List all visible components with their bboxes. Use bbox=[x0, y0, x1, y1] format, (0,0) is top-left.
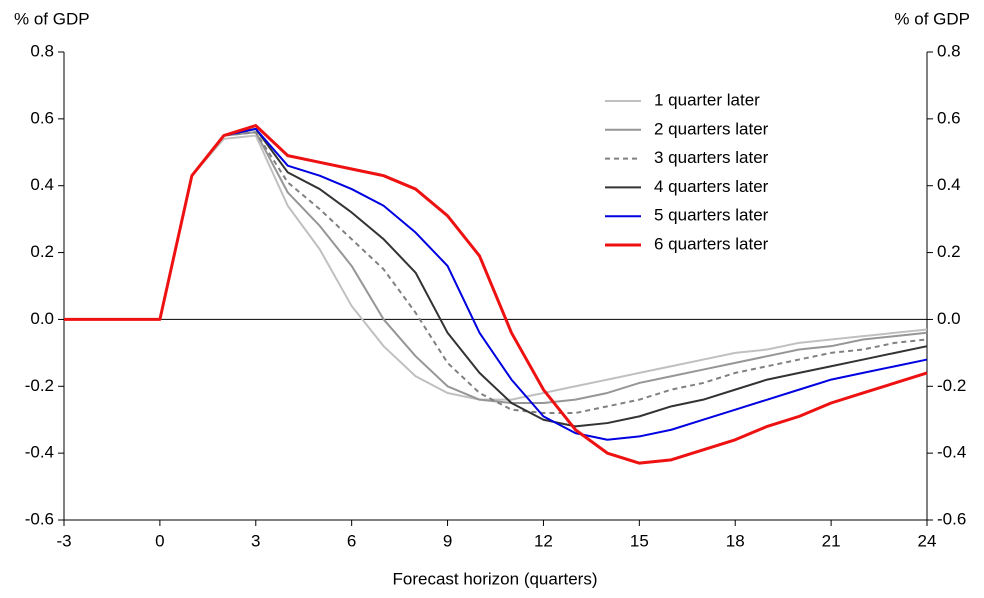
x-tick-label: 12 bbox=[534, 531, 553, 550]
y2-tick-label: -0.4 bbox=[937, 443, 966, 462]
legend-label: 1 quarter later bbox=[654, 90, 760, 109]
y2-axis-label: % of GDP bbox=[894, 9, 970, 28]
series-line bbox=[64, 124, 928, 465]
x-tick-label: 21 bbox=[822, 531, 841, 550]
y2-tick-label: 0.8 bbox=[937, 41, 961, 60]
x-tick-label: -3 bbox=[56, 531, 71, 550]
legend-label: 3 quarters later bbox=[654, 148, 769, 167]
legend-label: 2 quarters later bbox=[654, 119, 769, 138]
x-tick-label: 24 bbox=[918, 531, 937, 550]
x-tick-label: 18 bbox=[726, 531, 745, 550]
x-tick-label: 6 bbox=[347, 531, 356, 550]
legend-label: 6 quarters later bbox=[654, 234, 769, 253]
legend-label: 5 quarters later bbox=[654, 206, 769, 225]
y2-tick-label: 0.0 bbox=[937, 309, 961, 328]
y2-tick-label: -0.2 bbox=[937, 376, 966, 395]
x-tick-label: 0 bbox=[155, 531, 164, 550]
y2-tick-label: 0.6 bbox=[937, 108, 961, 127]
y2-tick-label: -0.6 bbox=[937, 509, 966, 528]
y-tick-label: -0.6 bbox=[25, 509, 54, 528]
y-tick-label: 0.4 bbox=[30, 175, 54, 194]
y-tick-label: -0.4 bbox=[25, 443, 54, 462]
y-axis-label: % of GDP bbox=[14, 9, 90, 28]
x-tick-label: 15 bbox=[630, 531, 649, 550]
y2-tick-label: 0.2 bbox=[937, 242, 961, 261]
legend-label: 4 quarters later bbox=[654, 177, 769, 196]
x-tick-label: 9 bbox=[443, 531, 452, 550]
y-tick-label: -0.2 bbox=[25, 376, 54, 395]
x-tick-label: 3 bbox=[251, 531, 260, 550]
x-axis-label: Forecast horizon (quarters) bbox=[392, 569, 597, 588]
y-tick-label: 0.8 bbox=[30, 41, 54, 60]
y2-tick-label: 0.4 bbox=[937, 175, 961, 194]
y-tick-label: 0.0 bbox=[30, 309, 54, 328]
y-tick-label: 0.6 bbox=[30, 108, 54, 127]
y-tick-label: 0.2 bbox=[30, 242, 54, 261]
